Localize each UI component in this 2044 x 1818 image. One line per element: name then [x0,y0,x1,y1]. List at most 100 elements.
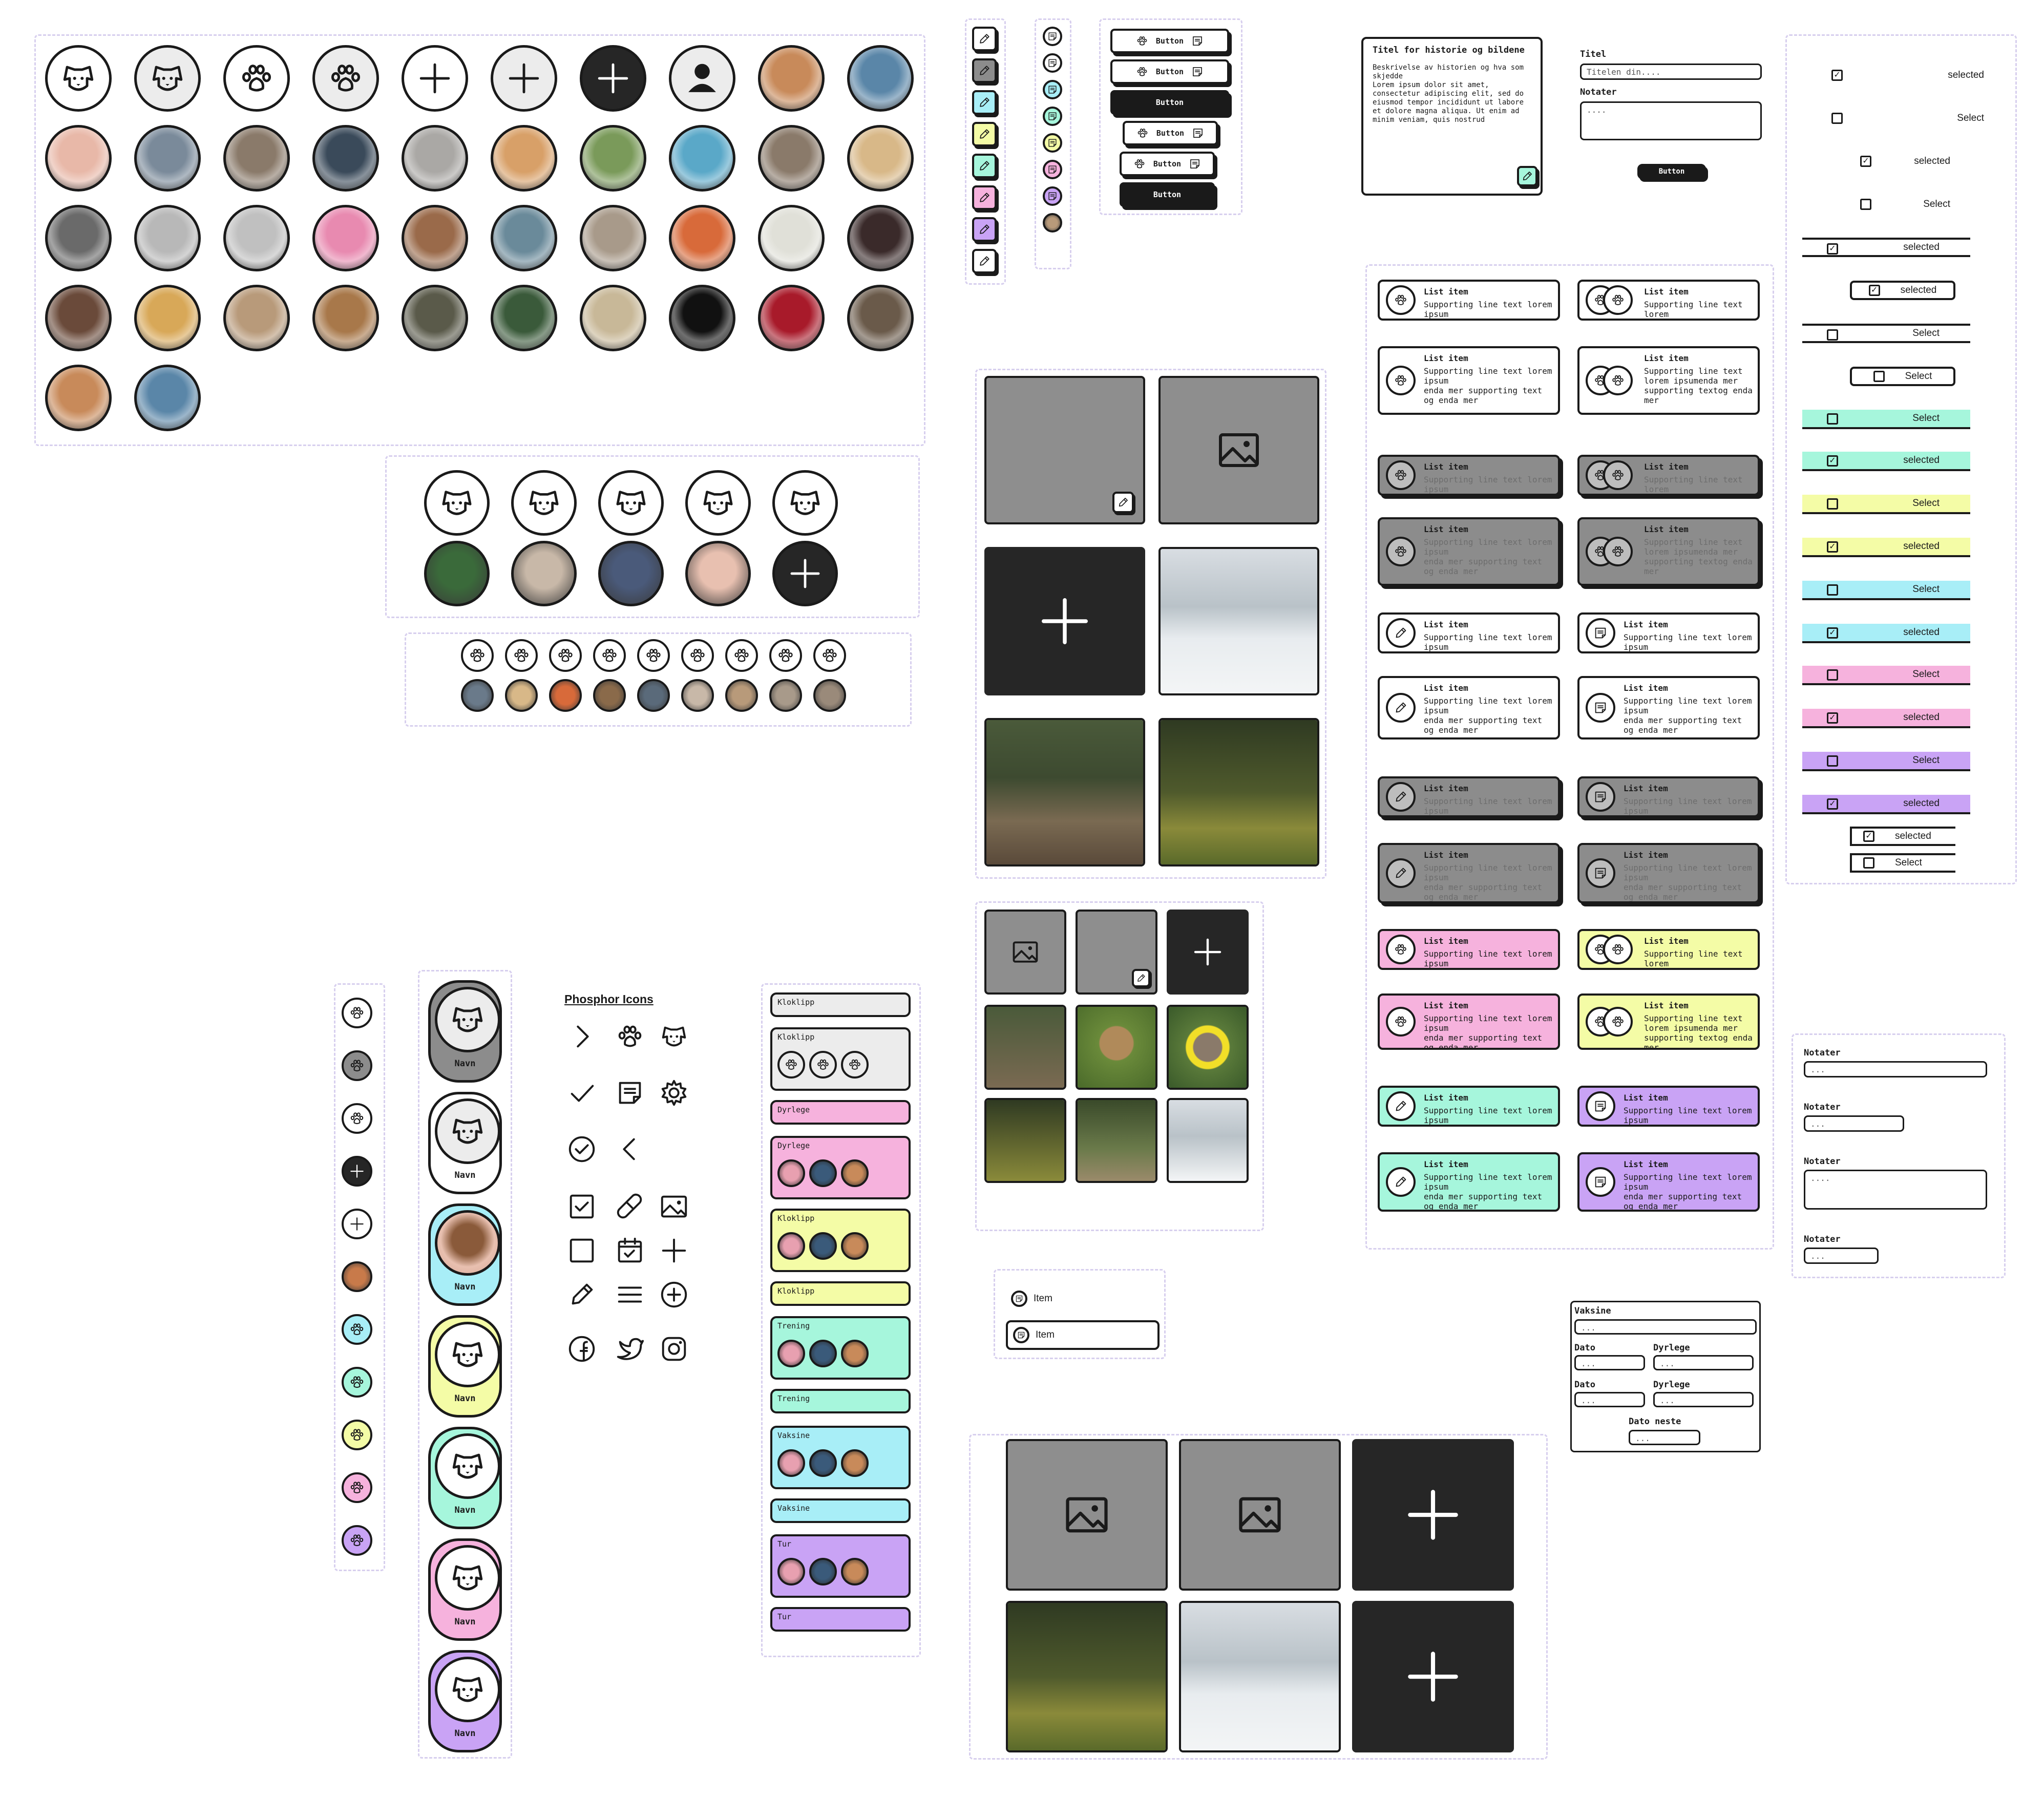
car-snow-photo[interactable] [1167,1098,1249,1183]
list-item[interactable]: List item Supporting line text lorem ipsu… [1577,1152,1760,1212]
snake-photo[interactable] [223,285,290,351]
paw-avatar[interactable] [342,1420,372,1450]
vaccine-input[interactable]: ... [1574,1319,1757,1335]
list-item[interactable]: List item Supporting line text lorem ipsu… [1378,612,1560,653]
checkbox[interactable] [1873,371,1885,382]
checkbox[interactable]: ✓ [1827,455,1838,467]
pet-photo-small[interactable] [505,679,538,712]
girl-forest-photo[interactable] [1076,1098,1157,1183]
checkbox[interactable] [1827,413,1838,425]
list-item[interactable]: List item Supporting line text lorem ipsu… [1378,776,1560,817]
cat-photo[interactable] [669,125,735,192]
vet-input[interactable]: ... [1653,1392,1754,1407]
checkbox[interactable]: ✓ [1827,627,1838,639]
add-photo-tile-small[interactable] [1167,910,1249,995]
cat-photo[interactable] [580,205,646,271]
select-option[interactable]: ✓ selected [1802,238,1970,257]
select-option[interactable]: Select [1802,666,1970,685]
select-option[interactable]: ✓ selected [1823,153,2008,171]
dog-photo[interactable] [45,125,112,192]
checkbox[interactable] [1827,669,1838,681]
list-item[interactable]: List item Supporting line text lorem ipsu… [1378,843,1560,903]
person-photo[interactable] [847,285,914,351]
list-item[interactable]: List item Supporting line text lorem ipsu… [1378,993,1560,1050]
cat-photo[interactable] [758,205,825,271]
forest-photo[interactable] [1158,718,1319,866]
select-option[interactable]: Select [1802,581,1970,600]
add-photo-tile-large[interactable] [1352,1439,1514,1591]
button-paw-note-3[interactable]: Button [1123,121,1218,145]
select-option[interactable]: ✓ selected [1802,709,1970,728]
dog-photo[interactable] [134,125,201,192]
list-item[interactable]: List item Supporting line text lorem ipsu… [1577,676,1760,739]
item-row[interactable]: Item [1011,1285,1160,1312]
paw-avatar-small[interactable] [637,639,670,672]
paw-avatar-small[interactable] [769,639,802,672]
note-chip[interactable] [1043,186,1062,206]
paw-avatar-small[interactable] [505,639,538,672]
pet-photo-small[interactable] [769,679,802,712]
add-photo-tile-large-2[interactable] [1352,1601,1514,1752]
edit-button[interactable] [972,90,997,115]
checkbox[interactable] [1827,584,1838,596]
empty-photo-tile[interactable] [984,376,1145,524]
button-paw-note-4[interactable]: Button [1120,152,1215,176]
pet-card[interactable]: Navn [428,1203,502,1306]
dog-photo[interactable] [491,125,557,192]
list-item[interactable]: List item Supporting line text lorem [1577,929,1760,970]
list-item[interactable]: List item Supporting line text lorem ipsu… [1378,517,1560,586]
select-option[interactable]: Select [1850,367,1955,386]
checkbox[interactable]: ✓ [1863,831,1874,842]
list-item[interactable]: List item Supporting line text lorem ipsu… [1577,517,1760,586]
image-placeholder-tile[interactable] [1158,376,1319,524]
list-item[interactable]: List item Supporting line text lorem ipsu… [1577,612,1760,653]
paw-avatar-small[interactable] [813,639,846,672]
tag-card[interactable]: Trening [770,1316,911,1380]
title-input[interactable]: Titelen din.... [1580,64,1762,80]
edit-button[interactable] [972,154,997,178]
hamster-photo[interactable] [580,285,646,351]
pet-photo[interactable] [45,365,112,431]
image-placeholder-tile-large[interactable] [1006,1439,1168,1591]
snake-photo[interactable] [134,285,201,351]
plus-avatar[interactable] [342,1156,372,1187]
pet-photo-small[interactable] [549,679,582,712]
pet-photo-small[interactable] [725,679,758,712]
checkbox[interactable] [1827,329,1838,341]
image-placeholder-tile-small[interactable] [984,910,1066,995]
list-item[interactable]: List item Supporting line text lorem ipsu… [1577,776,1760,817]
list-item[interactable]: List item Supporting line text lorem ipsu… [1378,1086,1560,1127]
dog-avatar[interactable] [511,470,577,536]
edit-button[interactable] [972,185,997,210]
select-option[interactable]: ✓ selected [1802,795,1970,814]
pet-photo-small[interactable] [681,679,714,712]
cat-photo[interactable] [758,125,825,192]
edit-photo-button[interactable] [1132,969,1150,987]
pet-photo-small[interactable] [813,679,846,712]
note-chip[interactable] [1043,133,1062,153]
dog-grass-photo[interactable] [1076,1005,1157,1090]
list-item[interactable]: List item Supporting line text lorem ipsu… [1577,993,1760,1050]
pet-photo-small[interactable] [593,679,626,712]
tag-card[interactable]: Kloklipp [770,1209,911,1272]
pet-card[interactable]: Navn [428,1092,502,1194]
pet-photo-small[interactable] [461,679,494,712]
dog-photo[interactable] [669,205,735,271]
next-date-input[interactable]: ... [1629,1430,1700,1445]
person-photo[interactable] [758,285,825,351]
pet-card[interactable]: Navn [428,980,502,1083]
edit-button[interactable] [972,122,997,146]
list-item[interactable]: List item Supporting line text lorem ipsu… [1577,1086,1760,1127]
dog-photo[interactable] [312,125,379,192]
pet-card[interactable]: Navn [428,1427,502,1529]
dog-avatar[interactable] [598,470,664,536]
select-option[interactable]: Select [1823,196,2008,214]
checkbox[interactable] [1860,199,1871,210]
paw-avatar[interactable] [342,1314,372,1345]
checkbox[interactable]: ✓ [1827,541,1838,553]
notes-textarea[interactable]: .... [1804,1170,1987,1210]
forest-path-photo[interactable] [984,1005,1066,1090]
dog-photo[interactable] [312,205,379,271]
dog-avatar[interactable] [45,45,112,112]
add-photo-tile[interactable] [984,547,1145,695]
